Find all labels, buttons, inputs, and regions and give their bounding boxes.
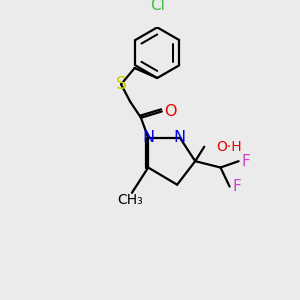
Text: O: O — [164, 104, 176, 119]
Text: S: S — [116, 75, 127, 93]
Text: N: N — [142, 130, 154, 145]
Text: CH₃: CH₃ — [117, 193, 143, 207]
Text: F: F — [232, 179, 241, 194]
Text: N: N — [174, 130, 186, 145]
Text: F: F — [242, 154, 250, 169]
Text: Cl: Cl — [150, 0, 165, 13]
Text: O·H: O·H — [216, 140, 242, 154]
